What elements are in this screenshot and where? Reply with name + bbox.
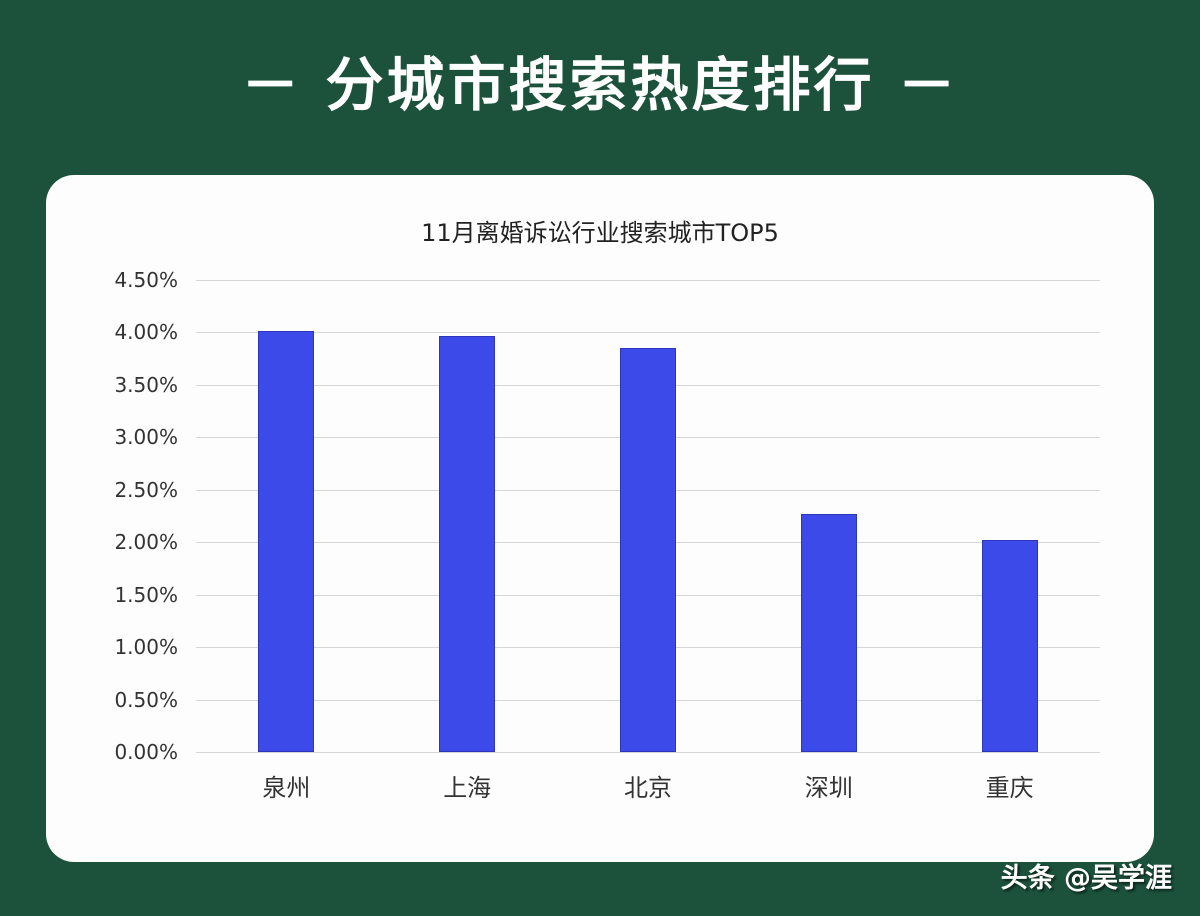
y-axis-tick-label: 1.50% <box>114 582 178 607</box>
x-axis-category-label: 泉州 <box>262 774 311 802</box>
x-axis-category-label: 上海 <box>443 774 492 802</box>
x-axis-category-label: 重庆 <box>985 774 1034 802</box>
y-axis-tick-label: 2.00% <box>114 530 178 555</box>
y-axis-tick-label: 4.00% <box>114 320 178 345</box>
y-axis-tick-label: 3.00% <box>114 425 178 450</box>
y-axis-tick-label: 3.50% <box>114 372 178 397</box>
bar-1 <box>258 331 315 752</box>
y-axis-tick-label: 1.00% <box>114 635 178 660</box>
watermark: 头条 @吴学涯 <box>1000 863 1172 894</box>
x-axis-category-label: 深圳 <box>804 774 853 802</box>
gridline <box>196 280 1100 281</box>
bar-3 <box>620 348 676 752</box>
page-title: － 分城市搜索热度排行 － <box>241 51 959 119</box>
y-axis-tick-label: 4.50% <box>114 268 178 292</box>
chart-card: 11月离婚诉讼行业搜索城市TOP5 0.00% 0.50% 1.00% 1.50% 2.… <box>46 175 1154 862</box>
y-axis-tick-label: 0.50% <box>114 687 178 712</box>
plot-area: 0.00% 0.50% 1.00% 1.50% 2.00% 2.50% 3.00% 3.50%… <box>114 268 1100 802</box>
bar-2 <box>439 335 496 752</box>
x-axis-category-label: 北京 <box>624 774 672 802</box>
chart-title: 11月离婚诉讼行业搜索城市TOP5 <box>421 219 779 247</box>
bar-5 <box>981 540 1038 752</box>
bar-4 <box>800 513 857 752</box>
gridline <box>196 332 1100 334</box>
y-axis-tick-label: 2.50% <box>114 477 178 502</box>
y-axis-tick-label: 0.00% <box>114 740 178 764</box>
gridline <box>196 752 1100 753</box>
